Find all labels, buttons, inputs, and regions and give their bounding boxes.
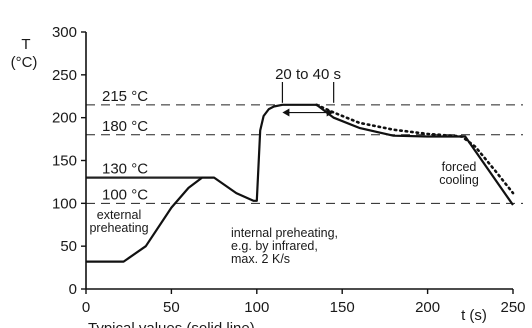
reference-label-130: 130 °C: [102, 161, 148, 178]
solid-typical-curve: [86, 103, 514, 263]
interval-label: 20 to 40 s: [275, 66, 341, 83]
annotation-forced-line-0: forced: [442, 160, 477, 174]
annotation-internal-line-0: internal preheating,: [231, 226, 338, 240]
y-tick-label-300: 300: [52, 24, 77, 41]
reference-lines: [86, 104, 523, 204]
annotation-internal-line-1: e.g. by infrared,: [231, 239, 318, 253]
y-tick-label-0: 0: [69, 281, 77, 298]
x-tick-label-50: 50: [163, 299, 180, 316]
y-tick-label-200: 200: [52, 110, 77, 127]
y-tick-label-100: 100: [52, 195, 77, 212]
reference-label-215: 215 °C: [102, 88, 148, 105]
x-tick-label-150: 150: [330, 299, 355, 316]
annotation-internal-line-2: max. 2 K/s: [231, 252, 290, 266]
temperature-curves: [86, 103, 515, 263]
dotted-limit-curve: [315, 103, 515, 195]
x-tick-label-200: 200: [415, 299, 440, 316]
y-tick-label-50: 50: [60, 238, 77, 255]
annotation-external-line-0: external: [97, 208, 141, 222]
x-tick-label-0: 0: [82, 299, 90, 316]
interval-arrow-head-right: [326, 108, 334, 117]
x-tick-label-250: 250: [500, 299, 525, 316]
interval-arrow-head-left: [282, 108, 290, 117]
annotation-forced-line-1: cooling: [439, 173, 479, 187]
reference-label-180: 180 °C: [102, 118, 148, 135]
y-tick-label-150: 150: [52, 153, 77, 170]
x-axis-label: t (s): [461, 307, 487, 324]
annotation-external-line-1: preheating: [89, 221, 148, 235]
y-tick-label-250: 250: [52, 67, 77, 84]
axes: [81, 31, 514, 294]
reference-label-100: 100 °C: [102, 186, 148, 203]
y-axis-label-unit: (°C): [11, 54, 38, 71]
y-axis-label-symbol: T: [21, 36, 30, 53]
chart-labels: 215 °C 180 °C 130 °C 100 °C 0 50 100 150 200 250 0…: [11, 24, 526, 328]
footer-note: Typical values (solid line): [88, 320, 255, 328]
x-tick-label-100: 100: [244, 299, 269, 316]
